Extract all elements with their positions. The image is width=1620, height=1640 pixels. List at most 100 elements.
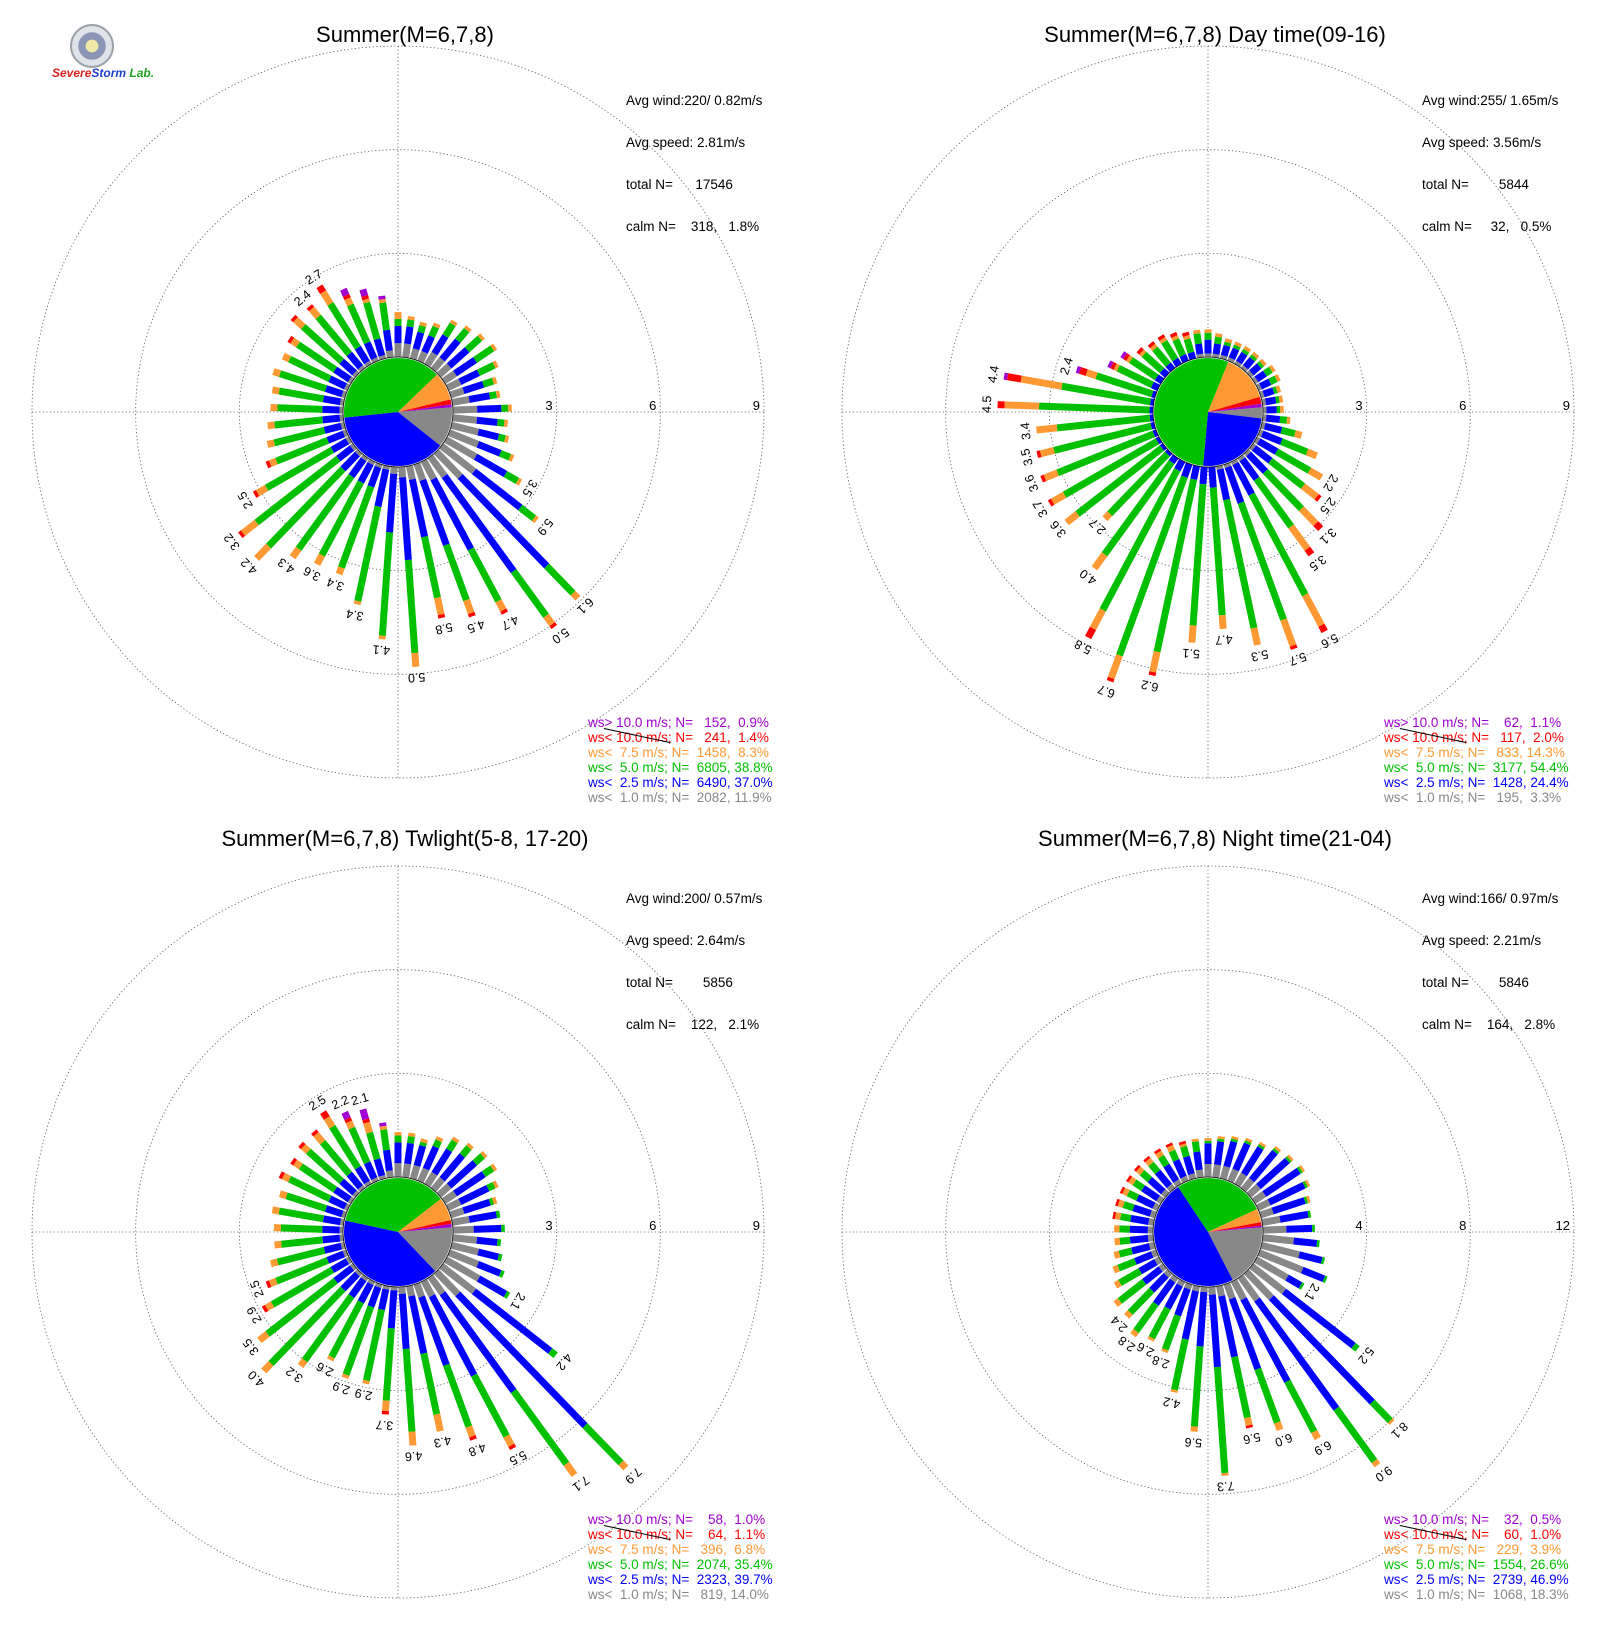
- pie-slice: [1208, 407, 1262, 419]
- bar-segment: [363, 1308, 385, 1382]
- bar-segment: [1286, 1154, 1294, 1162]
- ring-tick-label: 6: [649, 1218, 656, 1233]
- direction-bar: [267, 414, 344, 430]
- bar-value-label: 3.5: [1307, 552, 1329, 574]
- bar-segment: [439, 443, 477, 475]
- bar-segment: [1139, 349, 1147, 357]
- bar-segment: [1231, 1356, 1251, 1419]
- bar-segment: [1128, 357, 1159, 381]
- bar-segment: [1166, 1144, 1176, 1153]
- bar-segment: [378, 295, 386, 300]
- bar-segment: [497, 433, 506, 443]
- direction-bar: [281, 352, 351, 392]
- legend-entry: ws< 2.5 m/s; N= 6490, 37.0%: [588, 775, 773, 790]
- bar-segment: [290, 1157, 298, 1166]
- bar-segment: [371, 357, 379, 364]
- bar-segment: [330, 438, 350, 453]
- direction-bar: [1161, 1282, 1193, 1354]
- bar-segment: [1249, 1263, 1287, 1295]
- legend-strike-line: [1399, 728, 1467, 744]
- ring-tick-label: 3: [545, 1218, 552, 1233]
- direction-bar: [1114, 1225, 1154, 1234]
- legend-entry: ws< 2.5 m/s; N= 1428, 24.4%: [1384, 775, 1569, 790]
- bar-segment: [266, 439, 276, 448]
- bar-segment: [311, 1129, 319, 1137]
- bar-value-label: 6.9: [1312, 1438, 1334, 1459]
- legend: ws> 10.0 m/s; N= 58, 1.0% ws< 10.0 m/s; N…: [588, 1512, 773, 1602]
- bar-segment: [298, 1163, 338, 1193]
- stat-total: total N= 5846: [1422, 975, 1529, 990]
- bar-segment: [1079, 367, 1088, 376]
- direction-bar: [290, 1157, 355, 1205]
- bar-segment: [450, 421, 480, 436]
- direction-bar: [1260, 421, 1303, 439]
- bar-segment: [394, 343, 402, 357]
- direction-bars: [238, 284, 581, 668]
- severe-storm-lab-logo: SevereStorm Lab.: [52, 22, 154, 84]
- legend-entry: ws< 10.0 m/s; N= 117, 2.0%: [1384, 728, 1564, 745]
- bar-segment: [413, 1282, 425, 1298]
- direction-bar: [409, 321, 428, 361]
- bar-value-label: 5.6: [1319, 631, 1341, 652]
- wind-rose-chart-day: 3 6 92.22.53.13.55.65.75.34.75.16.26.75.84…: [841, 45, 1575, 779]
- bar-segment: [1249, 1149, 1278, 1183]
- bar-segment: [1130, 1214, 1150, 1225]
- direction-bar: [1246, 358, 1267, 378]
- bar-segment: [420, 458, 437, 481]
- bar-segment: [295, 474, 355, 551]
- legend-entry: ws< 1.0 m/s; N= 1068, 18.3%: [1384, 1587, 1569, 1602]
- bar-segment: [328, 1195, 347, 1210]
- bar-segment: [363, 341, 378, 361]
- bar-value-label: 6.0: [1273, 1430, 1294, 1449]
- legend-entry: ws< 1.0 m/s; N= 195, 3.3%: [1384, 790, 1562, 805]
- bar-value-label: 2.6: [314, 1359, 336, 1380]
- bar-segment: [1214, 336, 1223, 345]
- bar-segment: [252, 490, 260, 498]
- bar-segment: [348, 1126, 371, 1165]
- bar-segment: [270, 1258, 279, 1268]
- direction-bar: [443, 436, 523, 486]
- bar-segment: [1190, 465, 1200, 481]
- direction-bar: [1251, 364, 1276, 385]
- bar-value-label: 4.3: [275, 555, 297, 577]
- bar-segment: [434, 596, 445, 616]
- bar-segment: [412, 331, 425, 351]
- bar-segment: [1131, 1243, 1151, 1255]
- bar-segment: [510, 1389, 570, 1466]
- bar-segment: [428, 1294, 478, 1377]
- bar-value-label: 5.6: [1184, 1435, 1202, 1450]
- bar-segment: [498, 450, 512, 461]
- bar-segment: [1251, 351, 1260, 359]
- direction-bar: [1262, 405, 1284, 414]
- bar-segment: [1161, 1348, 1169, 1354]
- speed-pie: [344, 358, 453, 466]
- bar-segment: [1280, 618, 1297, 647]
- bar-segment: [1307, 467, 1324, 481]
- bar-segment: [1294, 430, 1303, 439]
- bar-segment: [348, 1277, 367, 1299]
- bar-segment: [1181, 1290, 1199, 1340]
- bar-segment: [1165, 1142, 1174, 1148]
- bar-segment: [338, 485, 375, 569]
- wind-rose-panel-twilight: 3 6 9 2.1 4.2 7.9 7.1 5.5 4.8 4.3 4.6 3.7 2.9 2.9 2.6 3…: [0, 820, 810, 1640]
- bar-segment: [463, 325, 472, 333]
- bar-segment: [322, 395, 342, 406]
- bar-segment: [313, 1132, 326, 1145]
- stat-avg-wind: Avg wind:166/ 0.97m/s: [1422, 891, 1559, 906]
- bar-segment: [1132, 1179, 1146, 1192]
- bar-segment: [323, 422, 343, 434]
- bar-segment: [354, 1165, 370, 1185]
- bar-segment: [1152, 429, 1159, 438]
- bar-segment: [378, 532, 394, 637]
- bar-segment: [374, 468, 390, 508]
- direction-bar: [238, 443, 357, 538]
- bar-segment: [1004, 401, 1040, 410]
- direction-bar: [398, 1286, 417, 1446]
- stats-box: Avg wind:200/ 0.57m/s Avg speed: 2.64m/s…: [626, 864, 762, 1060]
- bar-segment: [1149, 406, 1154, 414]
- bar-segment: [1085, 369, 1098, 380]
- bar-segment: [1154, 1169, 1172, 1189]
- bar-segment: [1253, 436, 1261, 445]
- bar-segment: [549, 622, 558, 630]
- bar-segment: [1228, 347, 1240, 361]
